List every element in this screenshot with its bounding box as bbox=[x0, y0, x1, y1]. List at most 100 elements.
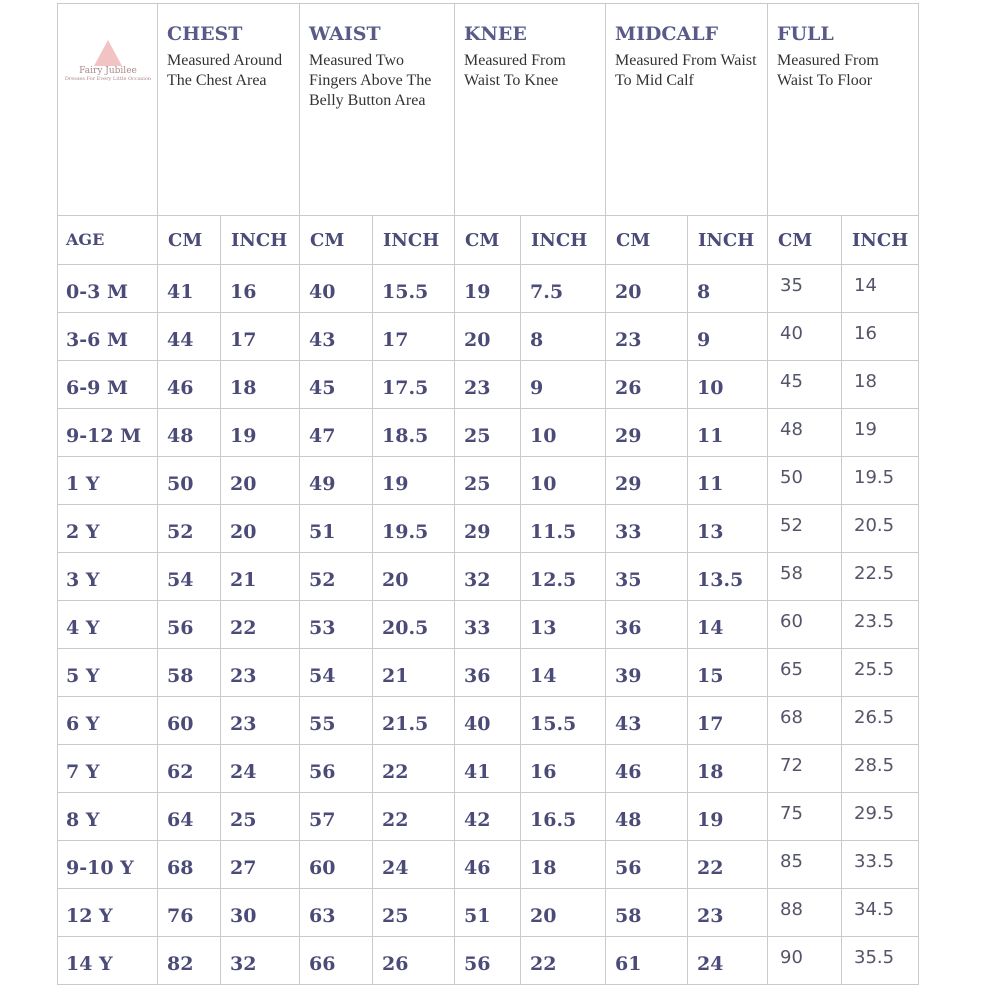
table-cell: 35.5 bbox=[842, 937, 919, 985]
cell-text: 23 bbox=[697, 905, 724, 927]
table-cell: 11 bbox=[688, 457, 768, 505]
cell-text: 12.5 bbox=[530, 569, 577, 591]
table-cell: 9-12 M bbox=[57, 409, 158, 457]
cell-text: 41 bbox=[464, 761, 491, 783]
cell-text: 9-10 Y bbox=[66, 857, 134, 879]
table-cell: 40 bbox=[455, 697, 521, 745]
table-cell: 32 bbox=[221, 937, 300, 985]
table-cell: 20 bbox=[373, 553, 455, 601]
cell-text: 21 bbox=[230, 569, 257, 591]
cell-text: 4 Y bbox=[66, 617, 100, 639]
cell-text: 50 bbox=[167, 473, 194, 495]
table-cell: 36 bbox=[455, 649, 521, 697]
table-cell: 16 bbox=[521, 745, 606, 793]
cell-text: 43 bbox=[615, 713, 642, 735]
table-cell: 23 bbox=[688, 889, 768, 937]
table-cell: 48 bbox=[158, 409, 221, 457]
cell-text: 11 bbox=[697, 473, 724, 495]
cell-text: 50 bbox=[780, 467, 803, 488]
table-cell: 29 bbox=[455, 505, 521, 553]
table-cell: 41 bbox=[455, 745, 521, 793]
cell-text: 14 bbox=[854, 275, 877, 296]
cell-text: 68 bbox=[167, 857, 194, 879]
cell-text: 20.5 bbox=[854, 515, 895, 536]
cell-text: 17 bbox=[230, 329, 257, 351]
group-desc: Measured Two Fingers Above The Belly But… bbox=[309, 52, 432, 109]
table-cell: 48 bbox=[606, 793, 688, 841]
table-cell: 8 bbox=[521, 313, 606, 361]
cell-text: 58 bbox=[167, 665, 194, 687]
table-cell: 24 bbox=[373, 841, 455, 889]
table-cell: 43 bbox=[300, 313, 373, 361]
cell-text: 29 bbox=[464, 521, 491, 543]
cell-text: 16 bbox=[530, 761, 557, 783]
cell-text: 18.5 bbox=[382, 425, 429, 447]
table-cell: 30 bbox=[221, 889, 300, 937]
table-cell: 33 bbox=[455, 601, 521, 649]
column-header: INCH bbox=[842, 216, 919, 265]
table-cell: 25 bbox=[221, 793, 300, 841]
table-cell: 22 bbox=[521, 937, 606, 985]
column-header: CM bbox=[455, 216, 521, 265]
column-header-text: INCH bbox=[383, 230, 440, 251]
table-cell: 56 bbox=[606, 841, 688, 889]
table-cell: 19.5 bbox=[842, 457, 919, 505]
column-header-text: INCH bbox=[531, 230, 588, 251]
cell-text: 9-12 M bbox=[66, 425, 142, 447]
cell-text: 82 bbox=[167, 953, 194, 975]
cell-text: 13 bbox=[530, 617, 557, 639]
table-cell: 6 Y bbox=[57, 697, 158, 745]
table-cell: 22 bbox=[373, 745, 455, 793]
group-desc: Measured From Waist To Floor bbox=[777, 52, 879, 89]
table-cell: 52 bbox=[768, 505, 842, 553]
table-cell: 60 bbox=[300, 841, 373, 889]
table-cell: 3-6 M bbox=[57, 313, 158, 361]
table-cell: 44 bbox=[158, 313, 221, 361]
table-cell: 9 bbox=[688, 313, 768, 361]
table-cell: 52 bbox=[158, 505, 221, 553]
column-header-text: INCH bbox=[698, 230, 755, 251]
table-cell: 18 bbox=[842, 361, 919, 409]
table-cell: 52 bbox=[300, 553, 373, 601]
cell-text: 18 bbox=[854, 371, 877, 392]
table-cell: 19.5 bbox=[373, 505, 455, 553]
table-cell: 50 bbox=[768, 457, 842, 505]
cell-text: 20 bbox=[464, 329, 491, 351]
cell-text: 23 bbox=[230, 713, 257, 735]
table-cell: 19 bbox=[455, 265, 521, 313]
table-cell: 50 bbox=[158, 457, 221, 505]
table-cell: 60 bbox=[768, 601, 842, 649]
table-cell: 25 bbox=[455, 409, 521, 457]
table-cell: 61 bbox=[606, 937, 688, 985]
table-cell: 68 bbox=[158, 841, 221, 889]
column-header-text: AGE bbox=[66, 230, 105, 249]
table-cell: 2 Y bbox=[57, 505, 158, 553]
cell-text: 63 bbox=[309, 905, 336, 927]
cell-text: 9 bbox=[530, 377, 544, 399]
table-cell: 17 bbox=[688, 697, 768, 745]
table-cell: 35 bbox=[768, 265, 842, 313]
cell-text: 45 bbox=[309, 377, 336, 399]
cell-text: 9 bbox=[697, 329, 711, 351]
group-title: CHEST bbox=[167, 23, 243, 45]
cell-text: 21.5 bbox=[382, 713, 429, 735]
table-cell: 15.5 bbox=[521, 697, 606, 745]
cell-text: 42 bbox=[464, 809, 491, 831]
cell-text: 44 bbox=[167, 329, 194, 351]
table-cell: 7 Y bbox=[57, 745, 158, 793]
cell-text: 88 bbox=[780, 899, 803, 920]
cell-text: 45 bbox=[780, 371, 803, 392]
cell-text: 20 bbox=[230, 521, 257, 543]
group-header: MIDCALF Measured From Waist To Mid Calf bbox=[606, 3, 768, 216]
table-cell: 16 bbox=[842, 313, 919, 361]
cell-text: 10 bbox=[530, 473, 557, 495]
table-cell: 23 bbox=[606, 313, 688, 361]
cell-text: 8 bbox=[697, 281, 711, 303]
table-cell: 17 bbox=[221, 313, 300, 361]
cell-text: 14 bbox=[697, 617, 724, 639]
column-header-text: CM bbox=[168, 230, 203, 251]
table-cell: 24 bbox=[688, 937, 768, 985]
group-desc: Measured Around The Chest Area bbox=[167, 52, 283, 89]
cell-text: 16.5 bbox=[530, 809, 577, 831]
cell-text: 60 bbox=[167, 713, 194, 735]
